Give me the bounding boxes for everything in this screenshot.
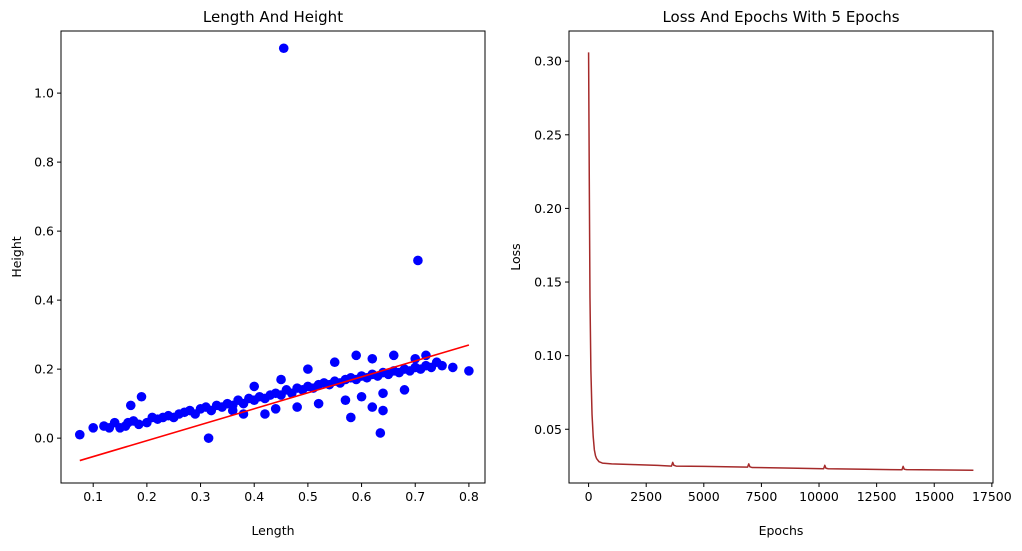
scatter-point: [346, 412, 356, 423]
scatter-chart: Length And Height Length Height 0.1 0.2 0.…: [9, 8, 486, 538]
scatter-point: [367, 402, 378, 412]
y-tick-label: 0.6: [34, 224, 54, 239]
y-tick-label: 0.25: [534, 127, 562, 142]
y-tick-label: 0.15: [534, 275, 562, 290]
x-tick-label: 0.1: [83, 489, 103, 504]
x-tick-label: 12500: [857, 489, 897, 504]
y-ticks: 0.0 0.2 0.4 0.6 0.8 1.0: [34, 86, 61, 446]
x-tick-label: 0.7: [405, 489, 425, 504]
scatter-point: [249, 381, 260, 392]
x-ticks: 0.1 0.2 0.3 0.4 0.5 0.6 0.7 0.8: [83, 483, 479, 504]
x-axis-label: Length: [251, 523, 294, 538]
x-axis-label: Epochs: [759, 523, 804, 538]
plot-frame: [60, 30, 486, 484]
scatter-point: [375, 428, 386, 438]
scatter-point: [74, 429, 85, 440]
scatter-point: [367, 353, 378, 364]
y-axis-label: Loss: [508, 243, 523, 270]
fit-line: [79, 344, 470, 462]
y-tick-label: 0.2: [34, 362, 54, 377]
scatter-point: [351, 350, 361, 361]
chart-title: Loss And Epochs With 5 Epochs: [662, 8, 899, 26]
scatter-point: [276, 374, 286, 385]
data-marks: [74, 43, 474, 462]
scatter-point: [378, 388, 388, 399]
x-tick-label: 0: [585, 489, 593, 504]
y-tick-label: 0.0: [34, 431, 54, 446]
x-tick-label: 10000: [799, 489, 839, 504]
y-tick-label: 0.30: [534, 54, 562, 69]
y-tick-label: 0.4: [34, 293, 54, 308]
scatter-point: [134, 419, 144, 430]
plot-area: [61, 31, 485, 483]
scatter-point: [88, 422, 99, 433]
x-tick-label: 0.2: [137, 489, 157, 504]
data-marks: [587, 52, 974, 471]
y-axis-label: Height: [9, 236, 24, 277]
x-tick-label: 0.5: [298, 489, 318, 504]
x-tick-label: 2500: [630, 489, 662, 504]
scatter-point: [203, 433, 214, 443]
scatter-point: [313, 398, 324, 409]
chart-title: Length And Height: [203, 8, 343, 26]
y-tick-label: 0.05: [534, 422, 562, 437]
scatter-point: [227, 405, 238, 416]
x-tick-label: 5000: [688, 489, 720, 504]
x-tick-label: 0.8: [459, 489, 479, 504]
plot-area: [569, 31, 993, 483]
scatter-point: [136, 391, 147, 402]
x-tick-label: 0.4: [244, 489, 264, 504]
x-ticks: 0 2500 5000 7500 10000 12500 15000 17500: [585, 483, 1012, 504]
scatter-point: [413, 255, 423, 266]
y-tick-label: 1.0: [34, 86, 54, 101]
scatter-point: [329, 357, 340, 368]
scatter-point: [388, 350, 399, 361]
y-tick-label: 0.8: [34, 155, 54, 170]
x-tick-label: 15000: [914, 489, 954, 504]
scatter-point: [303, 364, 313, 374]
x-tick-label: 0.3: [191, 489, 211, 504]
scatter-point: [278, 43, 289, 54]
x-tick-label: 17500: [972, 489, 1012, 504]
scatter-point: [399, 385, 410, 395]
scatter-point: [356, 391, 367, 402]
scatter-point: [464, 366, 474, 376]
loss-line: [587, 52, 974, 471]
x-tick-label: 0.6: [352, 489, 372, 504]
scatter-point: [431, 357, 442, 368]
y-tick-label: 0.10: [534, 348, 562, 363]
scatter-point: [125, 400, 136, 411]
x-tick-label: 7500: [746, 489, 778, 504]
y-ticks: 0.05 0.10 0.15 0.20 0.25 0.30: [534, 54, 569, 437]
scatter-point: [378, 405, 388, 416]
loss-chart: Loss And Epochs With 5 Epochs Epochs Los…: [508, 8, 1012, 538]
scatter-point: [260, 409, 270, 419]
scatter-point: [292, 402, 302, 412]
scatter-point: [447, 362, 458, 373]
scatter-point: [270, 404, 281, 414]
plot-frame: [568, 30, 994, 484]
scatter-point: [340, 395, 351, 405]
y-tick-label: 0.20: [534, 201, 562, 216]
